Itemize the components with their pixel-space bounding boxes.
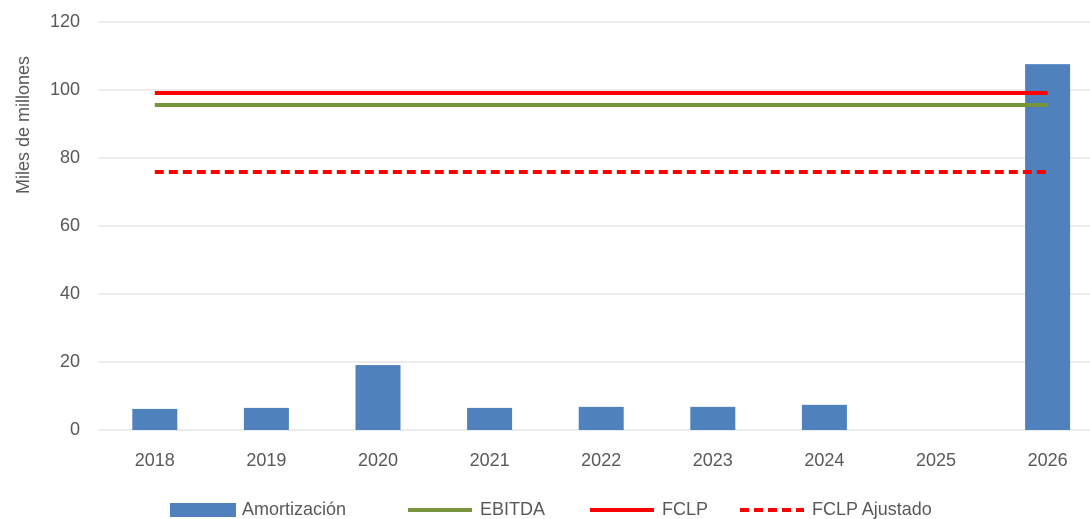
- legend-swatch: [170, 503, 236, 517]
- x-tick-label: 2019: [246, 450, 286, 470]
- bar: [690, 406, 736, 430]
- x-tick-label: 2021: [470, 450, 510, 470]
- y-tick-label: 0: [70, 419, 80, 439]
- y-tick-label: 60: [60, 215, 80, 235]
- x-tick-label: 2023: [693, 450, 733, 470]
- x-tick-label: 2025: [916, 450, 956, 470]
- legend-label: EBITDA: [480, 499, 545, 519]
- x-tick-label: 2018: [135, 450, 175, 470]
- bar: [355, 365, 401, 430]
- x-tick-label: 2026: [1028, 450, 1068, 470]
- y-tick-label: 100: [50, 79, 80, 99]
- x-tick-label: 2022: [581, 450, 621, 470]
- bar: [578, 406, 624, 430]
- legend-label: Amortización: [242, 499, 346, 519]
- legend-label: FCLP: [662, 499, 708, 519]
- y-axis-title: Miles de millones: [13, 56, 33, 194]
- bar: [467, 407, 513, 430]
- bar: [1025, 64, 1071, 430]
- x-tick-label: 2020: [358, 450, 398, 470]
- x-tick-label: 2024: [804, 450, 844, 470]
- y-tick-label: 40: [60, 283, 80, 303]
- legend-label: FCLP Ajustado: [812, 499, 932, 519]
- bar: [132, 408, 178, 430]
- y-tick-label: 120: [50, 11, 80, 31]
- y-tick-label: 80: [60, 147, 80, 167]
- bar: [243, 407, 289, 430]
- bar: [801, 404, 847, 430]
- y-tick-label: 20: [60, 351, 80, 371]
